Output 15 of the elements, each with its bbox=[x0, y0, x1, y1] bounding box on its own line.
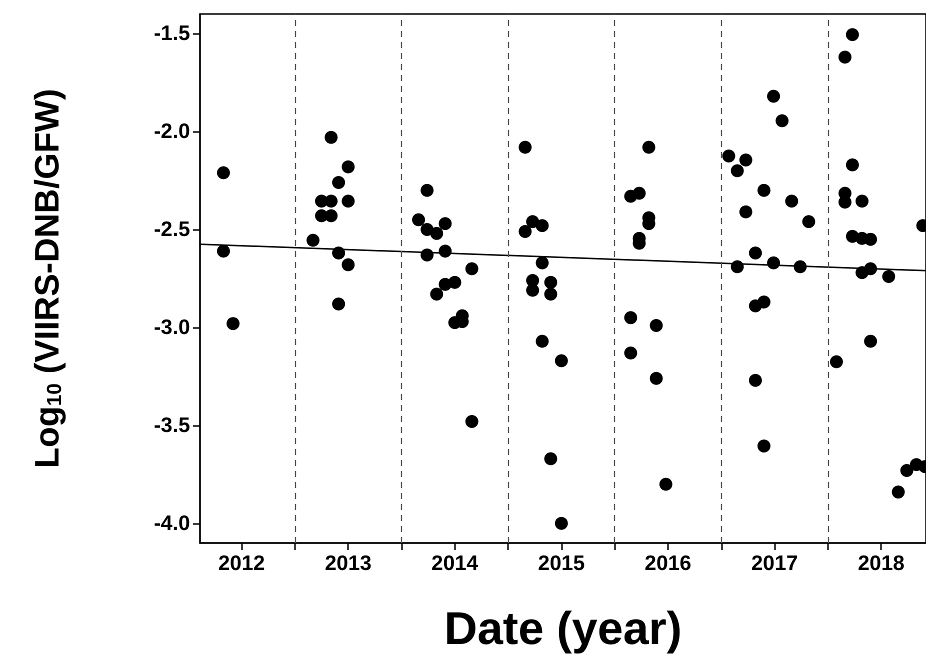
x-axis-title: Date (year) bbox=[444, 602, 682, 654]
x-tick-label: 2016 bbox=[644, 552, 692, 575]
x-tick-label: 2017 bbox=[751, 552, 798, 575]
x-tick-label: 2012 bbox=[218, 552, 265, 575]
y-tick-label: -3.0 bbox=[154, 316, 190, 339]
y-tick-label: -1.5 bbox=[154, 22, 190, 46]
y-axis-title: Log10 (VIIRS-DNB/GFW) bbox=[28, 88, 66, 468]
x-tick-label: 2013 bbox=[324, 552, 372, 575]
x-tick-label: 2014 bbox=[431, 552, 478, 575]
y-tick-label: -4.0 bbox=[154, 512, 190, 535]
y-tick-label: -2.0 bbox=[154, 120, 190, 144]
y-tick-label: -2.5 bbox=[154, 218, 190, 242]
x-tick-label: 2015 bbox=[538, 552, 586, 575]
x-tick-label: 2018 bbox=[858, 552, 905, 575]
y-tick-label: -3.5 bbox=[154, 414, 190, 437]
